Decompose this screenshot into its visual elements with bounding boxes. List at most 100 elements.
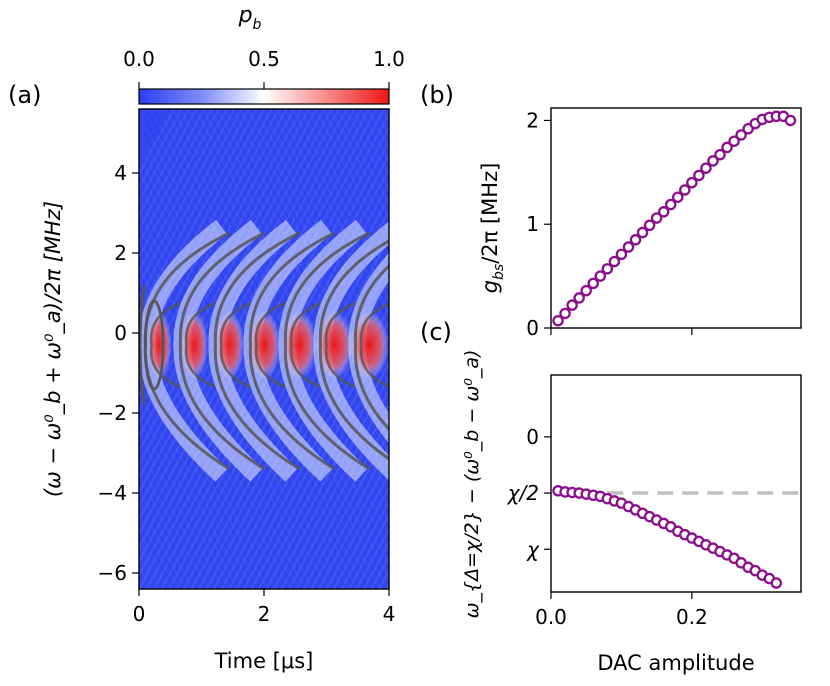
colorbar-tick-label: 0.0	[123, 47, 155, 71]
coupling-point	[615, 248, 628, 261]
coupling-point	[735, 129, 747, 141]
contour-line	[353, 264, 389, 432]
fringe-stripe	[139, 109, 198, 218]
heatmap-ytick-label: 0	[114, 321, 127, 345]
heatmap-xtick-label: 2	[258, 602, 271, 626]
coupling-ylabel: gbs/2π [MHz]	[478, 163, 507, 294]
fringe-stripe	[402, 109, 662, 589]
fringe-stripe	[295, 109, 389, 282]
fringe-stripe	[582, 109, 830, 589]
fringe-stripe	[325, 471, 389, 589]
fringe-stripe	[507, 109, 767, 589]
coupling-point	[608, 255, 621, 268]
coupling-point	[707, 155, 719, 167]
heatmap-peak	[215, 311, 244, 379]
coupling-ytick-label: 1	[526, 212, 539, 236]
coupling-panel: 0 1 2 gbs/2π [MHz]	[478, 107, 802, 340]
fringe-stripe	[273, 374, 389, 589]
fringe-stripe	[499, 109, 759, 589]
coupling-point	[629, 234, 642, 246]
fringe-stripe	[325, 109, 389, 227]
colorbar-tick-label: 0.5	[248, 47, 280, 71]
contour-line-inner	[254, 301, 287, 389]
coupling-point	[594, 270, 607, 282]
heatmap-xtick-label: 0	[133, 602, 146, 626]
fringe-stripe	[310, 109, 389, 254]
fringe-stripe	[273, 109, 389, 323]
coupling-point	[650, 212, 663, 224]
fringe-stripe	[288, 109, 389, 296]
fringe-stripe	[333, 485, 389, 589]
shift-ytick-label: 0	[526, 425, 539, 449]
fringe-stripe	[552, 109, 812, 589]
fringe-stripe	[385, 109, 389, 116]
fringe-stripe	[139, 109, 265, 343]
shift-panel: 0 χ/2 χ 0.0 0.2 DAC amplitude ω_{Δ=χ/2} − (ω…	[461, 350, 802, 675]
fringe-stripe	[340, 498, 389, 589]
coupling-point	[700, 162, 712, 174]
colorbar: pb 0.0 0.5 1.0	[123, 3, 405, 105]
contour-line	[213, 231, 301, 471]
coupling-point	[587, 277, 600, 290]
coupling-point	[559, 307, 571, 320]
heatmap-ytick-label: −2	[98, 401, 127, 425]
contour-line-peak	[139, 284, 146, 406]
fringe-stripe	[378, 568, 389, 589]
fringe-stripe	[139, 109, 258, 329]
coupling-frame	[550, 107, 802, 329]
fringe-stripe	[378, 109, 389, 130]
fringe-stripe	[303, 429, 389, 589]
fringe-stripe	[574, 109, 830, 589]
contour-line	[283, 231, 371, 471]
fringe-stripe	[258, 109, 389, 351]
coupling-point	[721, 141, 733, 154]
heatmap-panel: 0 2 4 −6 −4 −2 0 2 4 Time [μs] (ω − ω⁰_b + ω⁰_a)…	[41, 108, 830, 673]
fringe-stripe	[484, 109, 744, 589]
fringe-stripe	[295, 415, 389, 589]
heatmap-ylabel: (ω − ω⁰_b + ω⁰_a)/2π [MHz]	[41, 201, 66, 497]
coupling-point	[679, 184, 691, 196]
coupling-line	[557, 115, 791, 322]
fringe-stripe	[552, 109, 812, 589]
fringe-stripe	[409, 109, 669, 589]
shift-xtick-label: 0.0	[535, 605, 567, 629]
fringe-stripe	[139, 109, 190, 204]
coupling-point	[784, 114, 797, 127]
fringe-stripe	[333, 109, 389, 213]
fringe-stripe	[139, 109, 235, 287]
coupling-point	[643, 219, 656, 232]
heatmap-ytick-label: −6	[98, 561, 127, 585]
coupling-point	[580, 284, 592, 297]
contour-line-inner	[359, 302, 389, 388]
fringe-stripe	[385, 582, 389, 589]
fringe-stripe	[318, 109, 389, 240]
heatmap-ytick-label: 4	[114, 161, 127, 185]
contour-line-peak	[143, 299, 165, 391]
coupling-point	[552, 314, 564, 327]
fringe-stripe	[574, 109, 830, 589]
fringe-stripe	[280, 388, 389, 589]
fringe-stripe	[139, 109, 205, 232]
coupling-point	[573, 292, 585, 304]
colorbar-tick-label: 1.0	[373, 47, 405, 71]
contour-line	[178, 231, 266, 471]
heatmap-peak	[248, 311, 281, 379]
contour-line-inner	[219, 301, 252, 389]
fringe-stripe	[318, 457, 389, 589]
fringe-stripe	[288, 402, 389, 589]
fringe-stripe	[417, 109, 677, 589]
fringe-stripe	[265, 360, 389, 589]
contour-line-inner	[324, 301, 357, 389]
colorbar-gradient	[138, 88, 390, 105]
shift-ytick-label: χ/2	[507, 481, 539, 505]
fringe-stripe	[280, 109, 389, 310]
shift-xlabel: DAC amplitude	[597, 651, 754, 675]
fringe-stripe	[139, 109, 243, 301]
panel-label-c: (c)	[420, 318, 452, 346]
heatmap-ytick-label: −4	[98, 481, 127, 505]
fringe-stripe	[537, 109, 797, 589]
fringe-stripe	[409, 109, 669, 589]
coupling-point	[693, 169, 705, 182]
contour-line-inner	[289, 301, 322, 389]
